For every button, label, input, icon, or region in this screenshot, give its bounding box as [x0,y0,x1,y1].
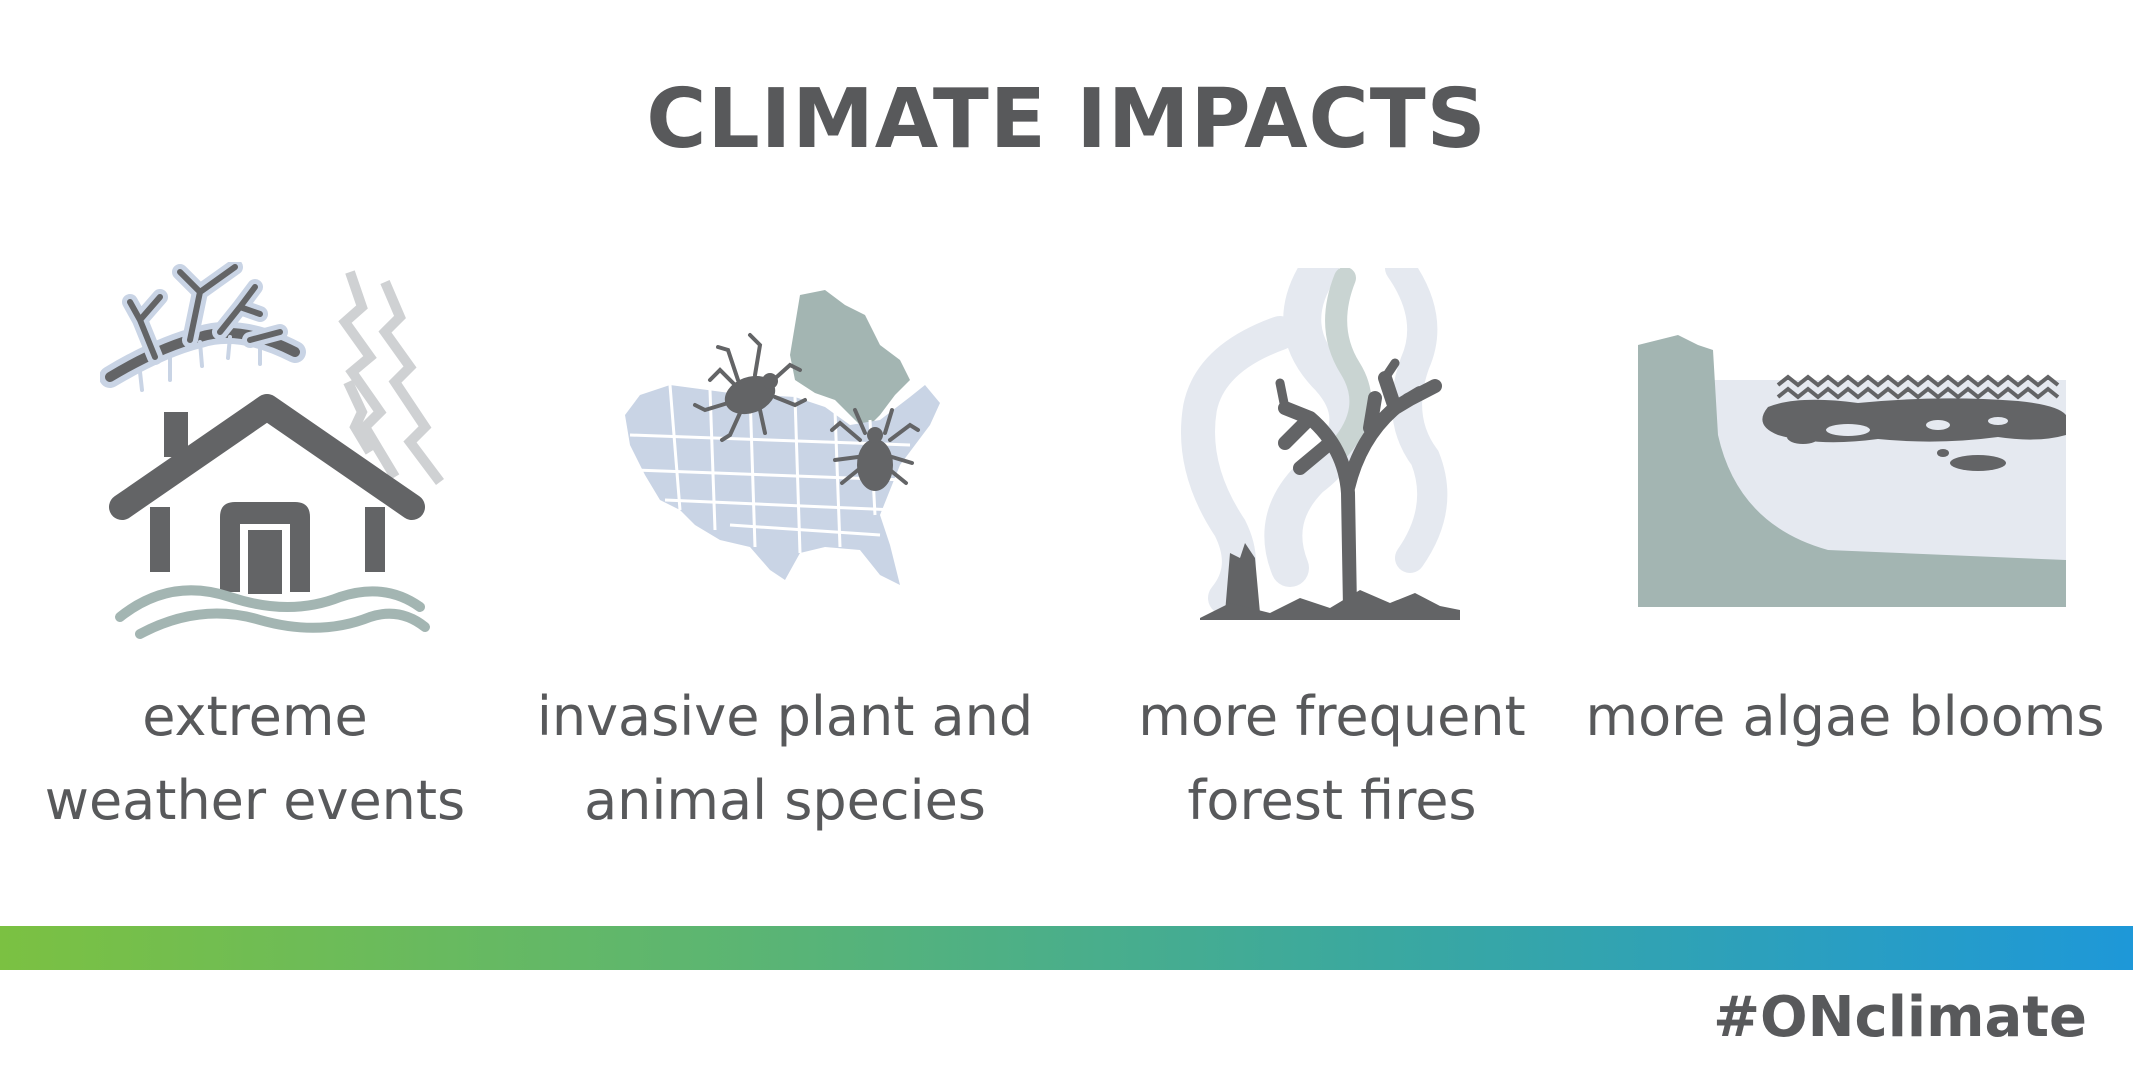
stump-shape [1225,543,1260,613]
ontario-shape [790,290,910,430]
burnt-tree-icon [1181,268,1460,620]
tick-map-icon [625,290,940,585]
house-icon [109,394,425,594]
impact-caption-forest-fires: more frequent forest fires [1138,685,1526,832]
flood-waves-icon [115,585,430,639]
icy-branch-icon [100,262,306,392]
lightning-icon [338,270,444,485]
page-title: CLIMATE IMPACTS [646,72,1487,167]
shore-shape [1638,335,2066,607]
smoke-icon [1181,268,1448,615]
state-borders [629,384,911,554]
impact-caption-invasive-species: invasive plant and animal species [536,685,1034,832]
ground-shape [1200,590,1460,620]
gradient-bar [0,926,2133,970]
water-waves [1776,374,2060,400]
hashtag: #ONclimate [1713,985,2087,1050]
tree-icon [1275,358,1442,615]
impact-caption-extreme-weather: extreme weather events [44,685,466,832]
algae-lake-icon [1638,335,2066,607]
impact-caption-algae-blooms: more algae blooms [1585,685,2105,748]
flooded-house-icon [100,262,444,639]
tick-icon [693,333,807,442]
